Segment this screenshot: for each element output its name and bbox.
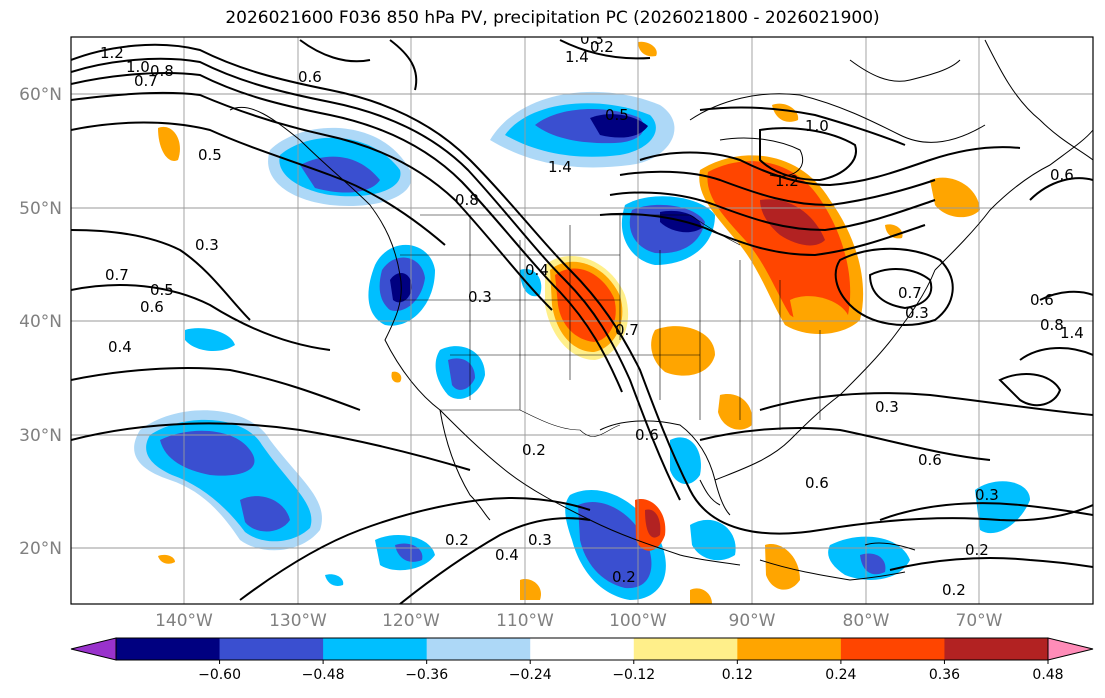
- colorbar-segment: [530, 638, 635, 660]
- colorbar-tick-label: −0.12: [612, 667, 655, 683]
- lon-label-110w: 110°W: [496, 611, 554, 631]
- contour-label: 0.7: [615, 321, 639, 339]
- contour-label: 0.8: [455, 191, 479, 209]
- contour-label: 1.2: [775, 172, 799, 190]
- lon-label-130w: 130°W: [269, 611, 327, 631]
- colorbar-segment: [219, 638, 324, 660]
- contour-label: 1.0: [805, 117, 829, 135]
- colorbar-tick-label: 0.24: [825, 667, 856, 683]
- coastlines: [229, 39, 1093, 581]
- contour-label: 0.5: [198, 146, 222, 164]
- contour-label: 1.0: [126, 58, 150, 76]
- colorbar-segment: [116, 638, 221, 660]
- colorbar-tick-label: 0.12: [722, 667, 753, 683]
- colorbar-left-extension: [70, 637, 117, 661]
- latitude-labels: 60°N 50°N 40°N 30°N 20°N: [19, 85, 62, 559]
- pv-contour-labels: 1.2 1.0 0.8 0.7 0.6 0.5 1.4 0.5 0.8 0.3 …: [100, 30, 1084, 599]
- colorbar-segment: [737, 638, 842, 660]
- contour-label: 0.6: [1050, 166, 1074, 184]
- contour-label: 0.2: [942, 581, 966, 599]
- contour-label: 0.2: [590, 38, 614, 56]
- contour-label: 0.7: [105, 266, 129, 284]
- lon-label-90w: 90°W: [729, 611, 776, 631]
- contour-label: 0.3: [905, 304, 929, 322]
- pv-contours: [71, 39, 1093, 604]
- contour-label: 0.2: [445, 531, 469, 549]
- colorbar-tick-label: 0.36: [929, 667, 960, 683]
- contour-label: 0.6: [805, 474, 829, 492]
- contour-label: 0.3: [580, 30, 604, 48]
- contour-label: 0.7: [134, 72, 158, 90]
- colorbar-tick-label: −0.48: [302, 667, 345, 683]
- lat-label-20n: 20°N: [19, 539, 62, 559]
- contour-label: 0.6: [918, 451, 942, 469]
- colorbar-outline: [115, 637, 1049, 661]
- contour-label: 0.5: [605, 106, 629, 124]
- contour-label: 0.3: [875, 398, 899, 416]
- colorbar-tick-label: 0.48: [1032, 667, 1063, 683]
- contour-label: 0.3: [195, 236, 219, 254]
- contour-label: 0.8: [1040, 316, 1064, 334]
- colorbar-segment: [323, 638, 428, 660]
- colorbar-segment: [633, 638, 738, 660]
- contour-label: 0.6: [298, 68, 322, 86]
- colorbar-tick-label: −0.60: [198, 667, 241, 683]
- lon-label-140w: 140°W: [155, 611, 213, 631]
- contour-label: 0.5: [150, 281, 174, 299]
- contour-label: 0.2: [522, 441, 546, 459]
- lat-label-40n: 40°N: [19, 312, 62, 332]
- contour-label: 0.6: [1030, 291, 1054, 309]
- contour-label: 1.2: [100, 44, 124, 62]
- colorbar: −0.60 −0.48 −0.36 −0.24 −0.12 0.12 0.24 0.36 0.4…: [70, 637, 1094, 683]
- contour-label: 0.2: [965, 541, 989, 559]
- contour-label: 0.3: [975, 486, 999, 504]
- contour-label: 1.4: [548, 158, 572, 176]
- lon-label-80w: 80°W: [843, 611, 890, 631]
- contour-label: 0.8: [150, 62, 174, 80]
- contour-label: 1.4: [565, 48, 589, 66]
- contour-label: 0.2: [612, 568, 636, 586]
- lon-label-120w: 120°W: [382, 611, 440, 631]
- lat-label-50n: 50°N: [19, 199, 62, 219]
- contour-label: 1.4: [1060, 324, 1084, 342]
- colorbar-right-extension: [1047, 637, 1094, 661]
- map-title: 2026021600 F036 850 hPa PV, precipitatio…: [225, 8, 880, 28]
- lat-label-60n: 60°N: [19, 85, 62, 105]
- map-gridlines: [71, 37, 1093, 604]
- contour-label: 0.6: [635, 426, 659, 444]
- lon-label-100w: 100°W: [609, 611, 667, 631]
- colorbar-segment: [426, 638, 531, 660]
- contour-label: 0.4: [525, 261, 549, 279]
- lat-label-30n: 30°N: [19, 426, 62, 446]
- colorbar-tick-label: −0.24: [509, 667, 552, 683]
- longitude-labels: 140°W 130°W 120°W 110°W 100°W 90°W 80°W …: [155, 611, 1003, 631]
- contour-label: 0.4: [495, 546, 519, 564]
- precip-negative-areas: [134, 91, 1030, 600]
- lon-label-70w: 70°W: [956, 611, 1003, 631]
- colorbar-segment: [840, 638, 945, 660]
- contour-label: 0.3: [528, 531, 552, 549]
- contour-label: 0.6: [140, 298, 164, 316]
- colorbar-segment: [944, 638, 1049, 660]
- contour-label: 0.3: [468, 288, 492, 306]
- contour-label: 0.7: [898, 284, 922, 302]
- contour-label: 0.4: [108, 338, 132, 356]
- colorbar-tick-label: −0.36: [405, 667, 448, 683]
- map-frame: [70, 36, 1094, 605]
